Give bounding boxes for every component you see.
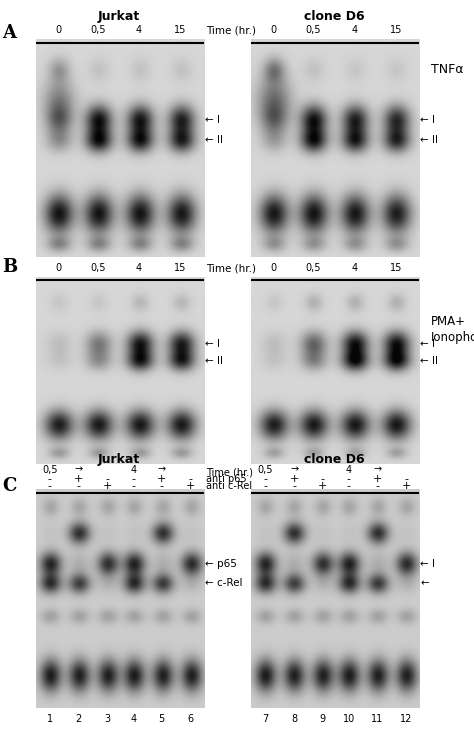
Text: 9: 9 [319, 713, 326, 724]
Text: anti c-Rel: anti c-Rel [206, 481, 252, 492]
Text: 0: 0 [271, 26, 277, 35]
Text: 0,5: 0,5 [306, 26, 321, 35]
Text: 3: 3 [104, 713, 110, 724]
Text: ← I: ← I [205, 340, 220, 350]
Text: ← I: ← I [420, 115, 436, 125]
Text: ← I: ← I [205, 115, 220, 125]
Text: 4: 4 [136, 26, 142, 35]
Text: 15: 15 [390, 263, 402, 273]
Text: 6: 6 [187, 713, 193, 724]
Text: 8: 8 [291, 713, 297, 724]
Text: →: → [74, 464, 82, 475]
Text: ← I: ← I [420, 559, 436, 569]
Text: -: - [347, 474, 351, 485]
Text: ← II: ← II [205, 135, 223, 146]
Text: B: B [2, 258, 18, 276]
Text: 4: 4 [130, 713, 136, 724]
Text: +: + [186, 481, 195, 492]
Text: +: + [290, 474, 299, 485]
Text: Time (hr.): Time (hr.) [206, 467, 253, 478]
Text: 0,5: 0,5 [258, 464, 273, 475]
Text: Time (hr.): Time (hr.) [206, 26, 256, 35]
Text: +: + [401, 481, 410, 492]
Text: 0: 0 [55, 263, 61, 273]
Text: TNFα: TNFα [431, 63, 464, 76]
Text: -: - [264, 481, 267, 492]
Text: →: → [158, 464, 166, 475]
Text: 1: 1 [47, 713, 53, 724]
Text: -: - [188, 474, 192, 485]
Text: 12: 12 [400, 713, 412, 724]
Text: 0,5: 0,5 [42, 464, 58, 475]
Text: -: - [76, 481, 81, 492]
Text: +: + [373, 474, 382, 485]
Text: ← I: ← I [420, 340, 436, 350]
Text: -: - [131, 481, 135, 492]
Text: clone D6: clone D6 [304, 10, 365, 23]
Text: 15: 15 [174, 26, 186, 35]
Text: anti p65: anti p65 [206, 474, 247, 485]
Text: 4: 4 [346, 464, 352, 475]
Text: ← II: ← II [205, 356, 223, 366]
Text: 0,5: 0,5 [90, 263, 106, 273]
Text: ← II: ← II [420, 356, 438, 366]
Text: C: C [2, 477, 17, 495]
Text: Jurkat: Jurkat [97, 10, 140, 23]
Text: 0: 0 [55, 26, 61, 35]
Text: +: + [74, 474, 83, 485]
Text: 7: 7 [263, 713, 269, 724]
Text: -: - [264, 474, 267, 485]
Text: ← p65: ← p65 [205, 559, 237, 569]
Text: 15: 15 [174, 263, 186, 273]
Text: -: - [105, 474, 109, 485]
Text: Time (hr.): Time (hr.) [206, 263, 256, 273]
Text: 10: 10 [343, 713, 355, 724]
Text: clone D6: clone D6 [304, 453, 365, 466]
Text: -: - [404, 474, 408, 485]
Text: 5: 5 [159, 713, 165, 724]
Text: A: A [2, 24, 17, 42]
Text: -: - [131, 474, 135, 485]
Text: Jurkat: Jurkat [97, 453, 140, 466]
Text: ←: ← [420, 578, 429, 588]
Text: 2: 2 [75, 713, 82, 724]
Text: 4: 4 [352, 26, 358, 35]
Text: +: + [318, 481, 328, 492]
Text: +: + [102, 481, 112, 492]
Text: 0: 0 [271, 263, 277, 273]
Text: 15: 15 [390, 26, 402, 35]
Text: 11: 11 [371, 713, 383, 724]
Text: 0,5: 0,5 [306, 263, 321, 273]
Text: -: - [347, 481, 351, 492]
Text: →: → [374, 464, 382, 475]
Text: -: - [48, 474, 52, 485]
Text: +: + [157, 474, 166, 485]
Text: ← II: ← II [420, 135, 438, 146]
Text: -: - [375, 481, 379, 492]
Text: -: - [292, 481, 296, 492]
Text: →: → [290, 464, 298, 475]
Text: 4: 4 [130, 464, 136, 475]
Text: 4: 4 [136, 263, 142, 273]
Text: -: - [160, 481, 164, 492]
Text: -: - [48, 481, 52, 492]
Text: -: - [321, 474, 325, 485]
Text: PMA+
Ionophore: PMA+ Ionophore [431, 315, 474, 344]
Text: 0,5: 0,5 [90, 26, 106, 35]
Text: ← c-Rel: ← c-Rel [205, 578, 242, 588]
Text: 4: 4 [352, 263, 358, 273]
